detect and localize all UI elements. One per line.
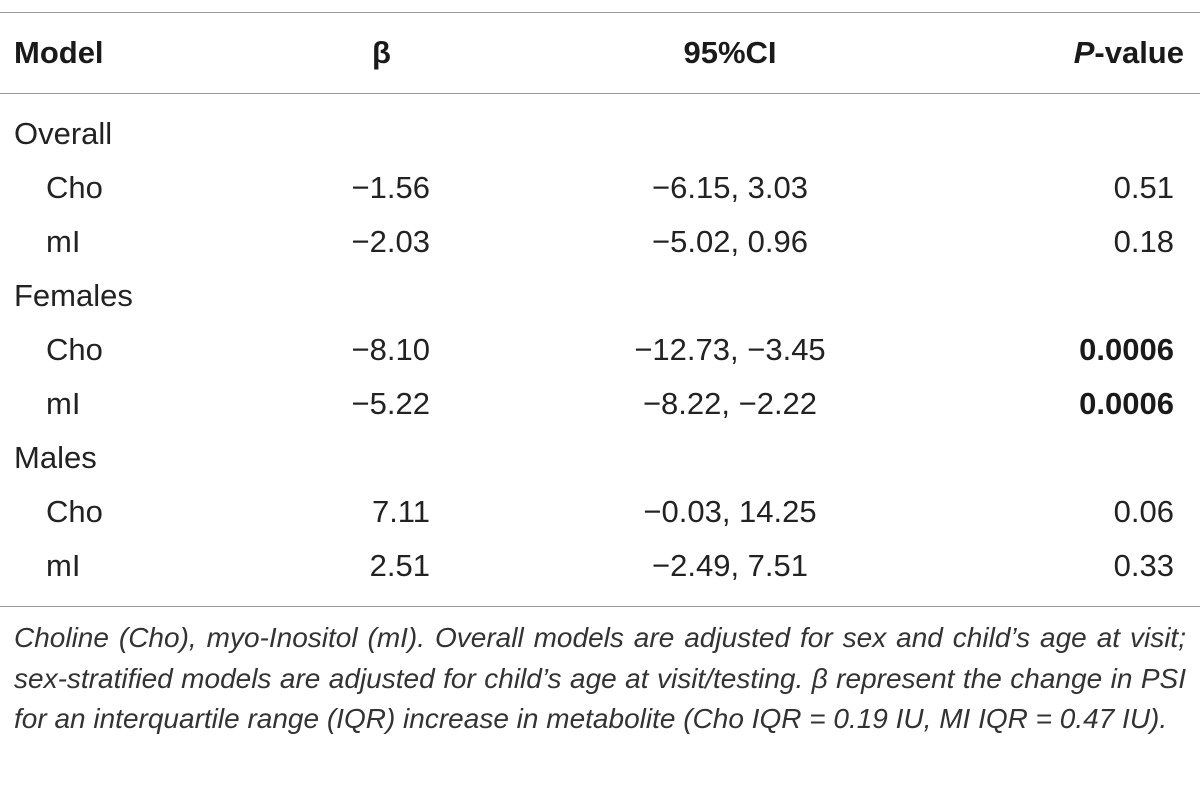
header-ci: 95%CI [683,35,777,70]
table-footnote: Choline (Cho), myo-Inositol (mI). Overal… [14,622,1186,734]
p-value-cell: 0.33 [1113,548,1174,583]
table-header-rule [0,93,1200,94]
p-value-cell-significant: 0.0006 [1079,386,1174,421]
table-row: Cho −8.10 −12.73, −3.45 0.0006 [0,323,1200,377]
group-label: Females [14,278,133,313]
beta-cell: −2.03 [351,224,430,259]
group-label: Overall [14,116,113,151]
beta-cell: −5.22 [351,386,430,421]
beta-cell: 2.51 [369,548,430,583]
table-row: mI 2.51 −2.49, 7.51 0.33 [0,539,1200,593]
group-row-males: Males [0,431,1200,485]
header-p-value: P-value [1074,26,1184,80]
table-row: mI −2.03 −5.02, 0.96 0.18 [0,215,1200,269]
p-value-cell: 0.51 [1113,170,1174,205]
ci-cell: −6.15, 3.03 [652,170,808,205]
metabolite-cell: mI [46,386,81,421]
ci-cell: −12.73, −3.45 [634,332,826,367]
p-value-cell: 0.06 [1113,494,1174,529]
ci-cell: −8.22, −2.22 [642,386,818,421]
table-row: Cho 7.11 −0.03, 14.25 0.06 [0,485,1200,539]
header-p-suffix: -value [1094,35,1184,70]
metabolite-cell: Cho [46,494,103,529]
table-header-row: Model β 95%CI P-value [0,26,1200,80]
ci-cell: −0.03, 14.25 [643,494,817,529]
ci-cell: −5.02, 0.96 [652,224,808,259]
p-value-cell: 0.18 [1113,224,1174,259]
metabolite-cell: mI [46,224,81,259]
header-model: Model [14,35,104,70]
group-label: Males [14,440,97,475]
metabolite-cell: Cho [46,170,103,205]
beta-cell: −1.56 [351,170,430,205]
table-bottom-rule [0,606,1200,607]
table-row: mI −5.22 −8.22, −2.22 0.0006 [0,377,1200,431]
group-row-females: Females [0,269,1200,323]
beta-cell: −8.10 [351,332,430,367]
metabolite-cell: mI [46,548,81,583]
p-value-cell-significant: 0.0006 [1079,332,1174,367]
table-row: Cho −1.56 −6.15, 3.03 0.51 [0,161,1200,215]
table-top-rule [0,12,1200,13]
beta-cell: 7.11 [371,494,430,529]
metabolite-cell: Cho [46,332,103,367]
group-row-overall: Overall [0,107,1200,161]
header-p-letter: P [1073,35,1095,70]
header-beta: β [372,35,391,70]
ci-cell: −2.49, 7.51 [652,548,808,583]
